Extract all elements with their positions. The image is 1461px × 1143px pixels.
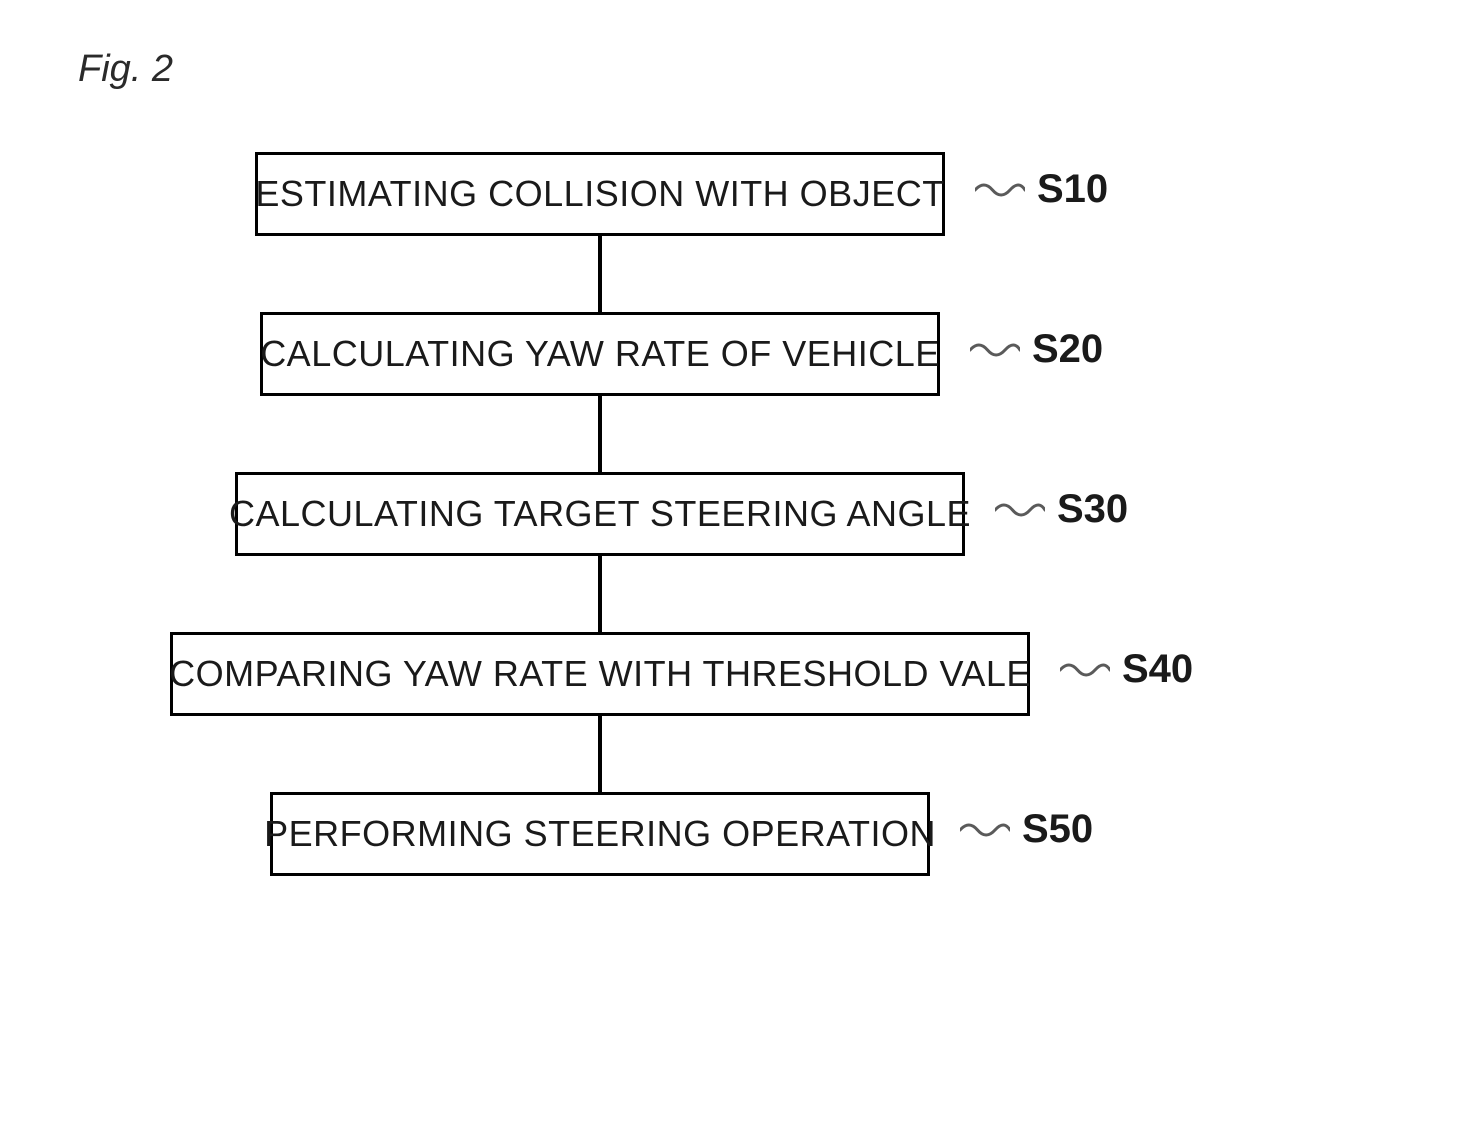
step-box: PERFORMING STEERING OPERATION (270, 792, 930, 876)
step-annotation: S10 (975, 167, 1108, 212)
step-annotation: S30 (995, 487, 1128, 532)
flow-connector (598, 716, 602, 792)
flow-connector (598, 236, 602, 312)
flowchart-container: ESTIMATING COLLISION WITH OBJECTS10 CALCU… (170, 152, 1030, 876)
squiggle-connector-icon (975, 178, 1025, 202)
squiggle-connector-icon (1060, 658, 1110, 682)
step-box: CALCULATING YAW RATE OF VEHICLE (260, 312, 940, 396)
flowchart-step: PERFORMING STEERING OPERATIONS50 (270, 792, 930, 876)
squiggle-connector-icon (960, 818, 1010, 842)
step-box: ESTIMATING COLLISION WITH OBJECT (255, 152, 945, 236)
step-box: COMPARING YAW RATE WITH THRESHOLD VALE (170, 632, 1030, 716)
step-annotation-label: S40 (1122, 647, 1193, 692)
step-box: CALCULATING TARGET STEERING ANGLE (235, 472, 965, 556)
step-annotation: S40 (1060, 647, 1193, 692)
step-annotation-label: S50 (1022, 807, 1093, 852)
step-annotation: S20 (970, 327, 1103, 372)
squiggle-connector-icon (995, 498, 1045, 522)
flowchart-step: COMPARING YAW RATE WITH THRESHOLD VALES4… (170, 632, 1030, 716)
step-annotation-label: S30 (1057, 487, 1128, 532)
flow-connector (598, 396, 602, 472)
step-annotation: S50 (960, 807, 1093, 852)
flow-connector (598, 556, 602, 632)
flowchart-step: ESTIMATING COLLISION WITH OBJECTS10 (255, 152, 945, 236)
flowchart-step: CALCULATING TARGET STEERING ANGLES30 (235, 472, 965, 556)
figure-caption: Fig. 2 (78, 48, 173, 91)
step-annotation-label: S20 (1032, 327, 1103, 372)
squiggle-connector-icon (970, 338, 1020, 362)
step-annotation-label: S10 (1037, 167, 1108, 212)
flowchart-step: CALCULATING YAW RATE OF VEHICLES20 (260, 312, 940, 396)
